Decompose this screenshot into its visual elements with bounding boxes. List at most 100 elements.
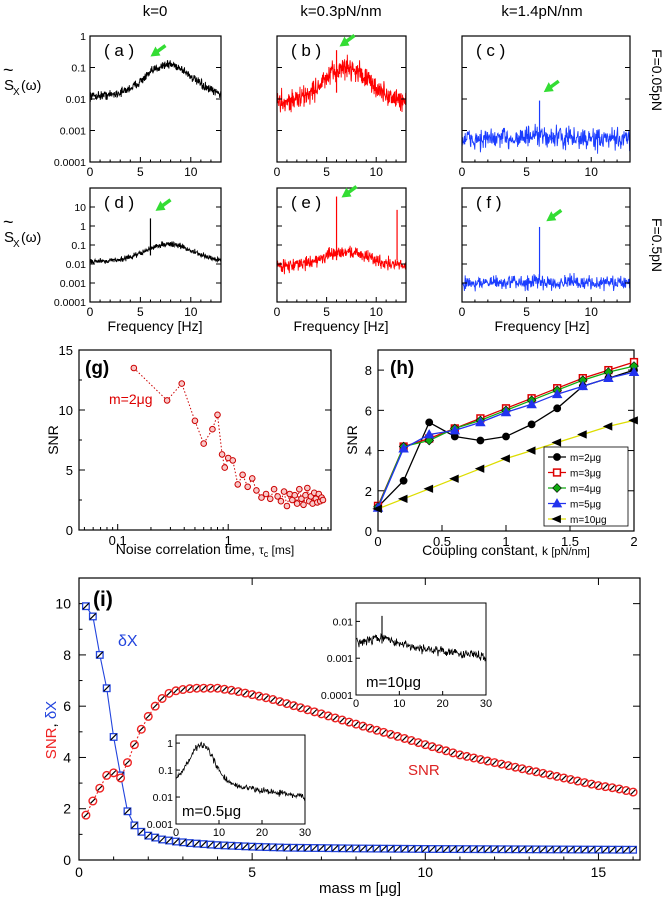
- legend-label-h-3: m=5μg: [570, 500, 601, 511]
- data-point-h-4-1: [397, 494, 408, 503]
- data-point-i-snr-slash-6: [124, 759, 131, 766]
- data-point-i-dx-slash-43: [380, 845, 388, 853]
- x-tick-label-a-1: 5: [137, 165, 144, 179]
- ylabel-tail-bottom: (ω): [21, 229, 41, 245]
- data-point-i-dx-slash-38: [345, 844, 353, 852]
- legend-marker-h-0: [553, 453, 561, 461]
- x-tick-label-c-1: 5: [523, 165, 530, 179]
- data-point-i-dx-slash-58: [484, 845, 492, 853]
- arrow-head-b: [339, 36, 350, 47]
- data-point-i-dx-slash-65: [532, 845, 540, 853]
- data-point-i-dx-slash-71: [574, 846, 582, 853]
- data-point-i-dx-slash-0: [82, 602, 90, 610]
- data-point-h-0-2: [425, 418, 434, 427]
- data-point-i-dx-slash-76: [608, 846, 616, 854]
- spectrum-line-a: [89, 59, 222, 102]
- data-point-i-snr-slash-59: [491, 759, 498, 766]
- data-point-g-0: [130, 364, 138, 372]
- data-point-i-snr-slash-14: [180, 686, 186, 693]
- legend-marker-h-1: [552, 468, 562, 477]
- data-point-i-dx-slash-49: [421, 845, 429, 853]
- data-point-i-snr-slash-69: [561, 775, 567, 781]
- data-point-i-dx-slash-2: [96, 651, 104, 659]
- data-point-h-4-8: [577, 430, 587, 439]
- data-point-i-snr-slash-35: [325, 713, 331, 719]
- data-point-i-snr-slash-61: [505, 763, 512, 769]
- data-point-i-snr-slash-30: [291, 703, 297, 709]
- data-point-g-6: [214, 411, 221, 419]
- x-tick-label-h-1: 0.5: [433, 534, 451, 549]
- panel-label-g: (g): [85, 358, 109, 379]
- data-point-i-snr-slash-8: [138, 726, 144, 732]
- data-point-h-3-2: [423, 429, 435, 439]
- data-point-i-snr-slash-66: [540, 770, 546, 776]
- x-tick-label-h-2: 1: [502, 534, 509, 549]
- x-tick-label-e-0: 0: [274, 305, 281, 319]
- data-point-g-12: [239, 471, 246, 479]
- x-tick-label-h-4: 2: [630, 534, 637, 549]
- inset-x-tick-label-i1-1: 10: [393, 698, 405, 710]
- data-point-i-dx-slash-4: [110, 733, 118, 741]
- col-title-k14: k=1.4pN/nm: [501, 3, 582, 20]
- data-point-h-4-5: [500, 454, 510, 463]
- data-point-i-snr-slash-28: [277, 698, 283, 705]
- data-point-g-42: [319, 496, 327, 504]
- x-tick-label-e-1: 5: [323, 305, 330, 319]
- panel-h: 0 2 4 6 8 0 0.5 1 1.5 2 m=2μg m=3μg m=4μg m=5μg m=10μg…: [344, 349, 640, 558]
- x-tick-label-c-0: 0: [459, 165, 466, 179]
- inset-y-tick-label-i2-1: 0.1: [158, 765, 173, 777]
- x-axis-label-h-text: Coupling constant,: [422, 542, 542, 558]
- data-point-i-snr-slash-74: [595, 783, 602, 789]
- data-point-i-dx-slash-66: [539, 845, 547, 853]
- freq-xlabel-f: Frequency [Hz]: [495, 318, 590, 334]
- x-tick-label-a-2: 10: [184, 165, 198, 179]
- data-point-i-dx-slash-41: [366, 845, 374, 852]
- data-point-h-3-9: [603, 372, 614, 383]
- panel-c: 0 5 10 ( c ): [459, 35, 631, 179]
- data-point-i-snr-slash-76: [609, 785, 615, 791]
- data-point-i-snr-slash-58: [485, 758, 491, 764]
- data-point-i-snr-slash-52: [443, 748, 449, 754]
- ylabel-tail-top: (ω): [21, 77, 41, 93]
- data-point-g-31: [302, 491, 309, 499]
- data-point-i-dx-slash-1: [89, 613, 97, 620]
- panel-label-b: ( b ): [291, 41, 321, 60]
- data-point-i-dx-slash-28: [276, 844, 284, 851]
- y-tick-label-a-2: 0.01: [66, 94, 87, 106]
- data-point-i-snr-slash-56: [471, 755, 477, 761]
- data-point-i-snr-slash-4: [111, 770, 117, 776]
- y-tick-label-d-2: 0.1: [71, 240, 86, 252]
- data-point-i-snr-slash-3: [104, 772, 110, 779]
- data-point-i-snr-slash-36: [332, 715, 338, 721]
- data-point-i-snr-slash-9: [145, 713, 151, 720]
- data-point-i-snr-slash-7: [131, 742, 138, 748]
- spectrum-line-f: [461, 272, 631, 292]
- y-tick-label-a-1: 0.1: [71, 63, 86, 75]
- data-point-h-3-1: [398, 443, 409, 453]
- x-tick-label-d-2: 10: [184, 305, 198, 319]
- arrow-head-c: [543, 82, 554, 93]
- data-point-i-snr-slash-15: [187, 686, 193, 692]
- data-point-g-26: [291, 491, 299, 499]
- annotation-g: m=2μg: [109, 391, 152, 407]
- inset-i2: 0 10 20 30 1 0.1 0.01 0.001 m=0.5μg: [147, 734, 311, 839]
- y-tick-label-g-1: 5: [66, 463, 73, 478]
- data-point-i-dx-slash-23: [241, 842, 249, 850]
- x-axis-label-g: Noise correlation time, τc [ms]: [116, 541, 294, 559]
- data-point-i-dx-slash-19: [214, 841, 221, 849]
- y-tick-label-h-0: 0: [365, 524, 372, 539]
- panel-label-c: ( c ): [476, 41, 505, 60]
- y-axis-label-i-snr: SNR: [43, 727, 60, 759]
- inset-y-tick-label-i2-0: 1: [167, 738, 173, 750]
- data-point-g-4: [200, 440, 207, 447]
- data-point-h-4-0: [372, 504, 382, 514]
- data-point-i-dx-slash-14: [179, 838, 187, 846]
- data-point-h-3-4: [475, 416, 486, 427]
- data-point-i-dx-slash-78: [622, 846, 630, 854]
- data-point-i-dx-slash-46: [401, 845, 408, 853]
- panel-a: 0 5 10 1 0.1 0.01 0.001 0.0001 ( a ): [54, 31, 222, 179]
- inset-x-tick-label-i2-1: 10: [213, 827, 225, 839]
- data-point-i-snr-slash-29: [284, 700, 290, 707]
- data-point-i-snr-slash-71: [575, 778, 581, 784]
- y-axis-label-g: SNR: [45, 425, 61, 455]
